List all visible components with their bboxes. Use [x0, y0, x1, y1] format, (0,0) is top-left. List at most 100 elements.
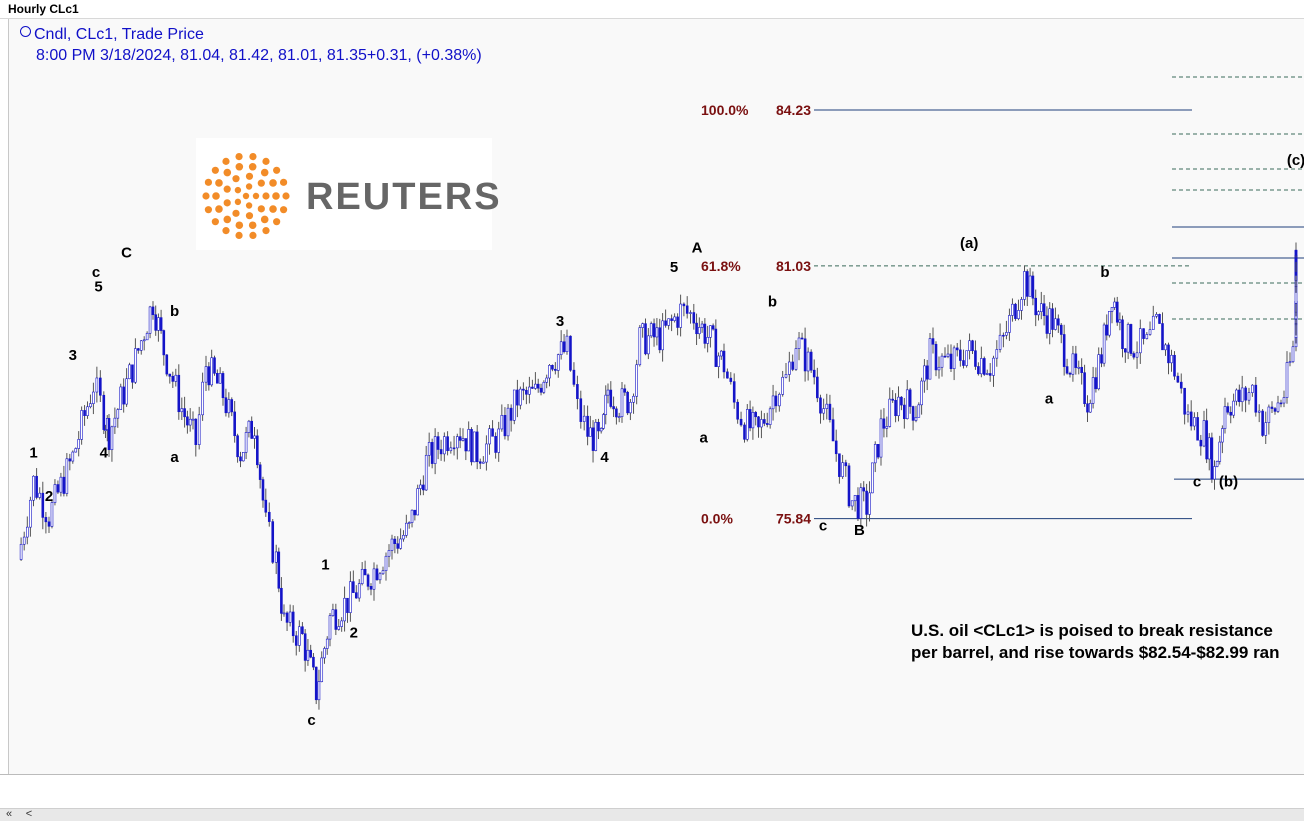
logo-dot	[211, 218, 219, 226]
candle-body	[29, 499, 32, 528]
candle-body	[579, 398, 583, 422]
candle-body	[623, 388, 627, 393]
candle-body	[946, 353, 950, 357]
candle-body	[726, 371, 729, 379]
candle-body	[44, 517, 48, 523]
candle-body	[416, 488, 420, 516]
candle-body	[771, 395, 775, 410]
logo-dot	[235, 231, 243, 239]
candle-body	[1288, 361, 1292, 364]
candle-body	[204, 366, 208, 383]
candle-body	[1014, 303, 1017, 319]
candle-body	[962, 360, 965, 366]
candle-body	[1186, 411, 1190, 415]
logo-dot	[272, 192, 280, 200]
candle-body	[488, 428, 491, 445]
candle-body	[1226, 406, 1230, 413]
candle-body	[736, 401, 739, 420]
candle-body	[102, 394, 106, 430]
candle-body	[475, 431, 479, 463]
candle-body	[107, 418, 111, 451]
candle-body	[1023, 271, 1026, 300]
candle-body	[1145, 334, 1149, 339]
wave-label: 1	[29, 444, 37, 461]
candle-body	[77, 439, 80, 449]
candle-body	[594, 421, 598, 451]
candle-body	[914, 417, 918, 421]
candle-body	[743, 424, 746, 440]
fib-level-value: 75.84	[776, 511, 811, 527]
candle-body	[652, 323, 656, 338]
candle-body	[306, 649, 310, 661]
candle-body	[145, 332, 149, 341]
candle-body	[748, 409, 752, 429]
logo-dot	[245, 202, 253, 209]
candle-body	[949, 353, 953, 369]
logo-dot	[269, 205, 277, 213]
candle-body	[62, 476, 66, 494]
candle-body	[104, 429, 107, 431]
legend-toggle-icon[interactable]	[20, 26, 31, 37]
horizontal-scrollbar[interactable]: « <	[0, 808, 1304, 821]
candle-body	[369, 586, 373, 590]
candle-body	[506, 407, 510, 437]
candle-body	[768, 408, 772, 425]
candle-body	[1121, 319, 1124, 350]
logo-dot	[269, 179, 277, 187]
candle-body	[572, 369, 576, 385]
candle-body	[670, 318, 673, 321]
candle-body	[494, 435, 497, 453]
logo-dot	[223, 199, 231, 207]
candle-body	[900, 396, 903, 406]
candle-body	[834, 440, 838, 455]
scroll-first-icon[interactable]: «	[5, 808, 13, 820]
candle-body	[692, 312, 696, 324]
candle-body	[658, 327, 662, 351]
candle-body	[1129, 324, 1133, 354]
candle-body	[71, 451, 75, 462]
candle-body	[894, 399, 897, 417]
candle-body	[317, 681, 321, 701]
candle-body	[1279, 402, 1283, 405]
logo-dot	[245, 172, 254, 180]
candle-body	[1164, 344, 1167, 351]
candle-body	[41, 492, 45, 518]
candle-body	[905, 389, 909, 420]
candle-body	[1037, 311, 1040, 316]
candle-body	[201, 381, 204, 416]
candle-body	[554, 368, 557, 371]
logo-dot	[235, 221, 244, 230]
candle-body	[679, 303, 682, 328]
wave-label: c	[307, 712, 315, 729]
candle-body	[230, 399, 234, 413]
candle-body	[337, 626, 341, 630]
candle-body	[1294, 271, 1298, 276]
candle-body	[303, 633, 307, 661]
candle-body	[732, 381, 736, 403]
candle-body	[188, 418, 192, 426]
candle-body	[128, 364, 131, 380]
candle-body	[1151, 315, 1155, 330]
logo-dot	[252, 192, 260, 200]
candle-body	[1017, 310, 1020, 319]
candle-body	[387, 550, 391, 557]
x-axis	[0, 774, 1304, 809]
wave-label: 3	[69, 347, 77, 364]
candle-body	[891, 398, 894, 401]
candle-body	[323, 648, 326, 659]
candle-body	[180, 408, 184, 413]
candle-body	[285, 612, 289, 623]
logo-dot	[273, 166, 281, 174]
candle-body	[399, 538, 402, 549]
candle-body	[819, 397, 822, 414]
candle-body	[565, 335, 569, 352]
candle-body	[632, 395, 635, 403]
logo-dot	[235, 153, 243, 161]
scroll-left-icon[interactable]: <	[25, 808, 33, 820]
candle-body	[706, 337, 709, 344]
candle-body	[1148, 329, 1152, 335]
candle-body	[1126, 324, 1130, 353]
candle-body	[1142, 328, 1145, 339]
candle-body	[1086, 403, 1089, 413]
candle-body	[751, 412, 755, 429]
